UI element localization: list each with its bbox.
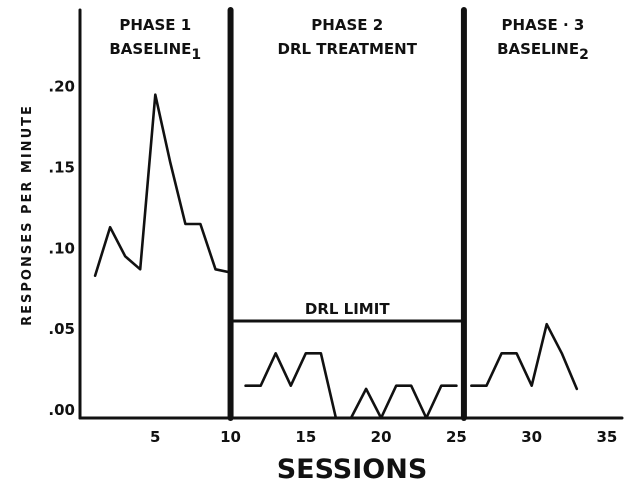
series-line-1 [93, 93, 232, 278]
x-tick-label: 10 [220, 428, 241, 446]
drl-limit-label: DRL LIMIT [305, 300, 390, 318]
y-tick-label: .10 [48, 239, 75, 257]
y-tick-label: .15 [48, 159, 75, 177]
tick-labels: 5 10 15 20 25 30 35 .00 .05 .10 .15 .20 [48, 78, 617, 446]
x-axis-label: SESSIONS [277, 454, 428, 485]
series-line-3 [470, 322, 579, 391]
x-tick-label: 35 [597, 428, 618, 446]
x-tick-label: 25 [446, 428, 467, 446]
phase-subtitle-3: BASELINE2 [497, 40, 589, 63]
axes [78, 8, 624, 420]
y-axis-label: RESPONSES PER MINUTE [20, 104, 35, 326]
data-lines [93, 93, 579, 420]
phase-subtitle-2: DRL TREATMENT [278, 40, 418, 58]
x-tick-label: 15 [295, 428, 316, 446]
phase-title-1: PHASE 1 [119, 16, 191, 34]
phase-title-3: PHASE · 3 [502, 16, 585, 34]
x-tick-label: 20 [371, 428, 392, 446]
phase-subtitle-1: BASELINE1 [109, 40, 201, 63]
y-tick-label: .20 [48, 78, 75, 96]
x-tick-label: 5 [150, 428, 160, 446]
drl-limit: DRL LIMIT [229, 300, 466, 323]
y-tick-label: .00 [48, 401, 75, 419]
series-line-2 [244, 351, 458, 420]
phase-subscript: 2 [579, 47, 589, 63]
x-tick-label: 30 [521, 428, 542, 446]
phase-dividers [227, 7, 467, 421]
phase-title-2: PHASE 2 [311, 16, 383, 34]
phase-subscript: 1 [191, 47, 201, 63]
y-tick-label: .05 [48, 320, 75, 338]
phase-headers: PHASE 1 BASELINE1 PHASE 2 DRL TREATMENT PHAS… [109, 16, 588, 63]
